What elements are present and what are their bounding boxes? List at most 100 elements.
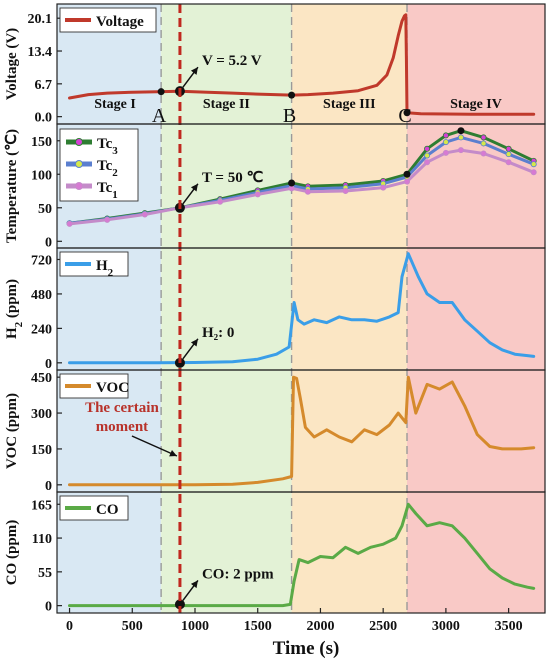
series-marker-tc2: [442, 139, 449, 146]
y-axis-label: VOC (ppm): [4, 393, 20, 469]
series-marker-tc1: [288, 185, 295, 192]
stage-band: [161, 4, 292, 613]
legend-h2: H2: [59, 251, 129, 279]
series-marker-tc1: [66, 220, 73, 227]
y-tick-label: 6.7: [35, 78, 53, 93]
annotation-arrowhead: [190, 67, 198, 75]
legend-swatch-marker: [75, 182, 83, 190]
highlight-marker: [403, 170, 411, 178]
x-tick-label: 3000: [432, 619, 460, 634]
y-tick-label: 150: [31, 443, 52, 458]
x-tick-label: 1000: [181, 619, 209, 634]
y-tick-label: 110: [32, 532, 52, 547]
x-tick-label: 3500: [495, 619, 523, 634]
annotation-certain-moment: The certain: [85, 400, 159, 416]
y-tick-label: 0: [45, 600, 52, 615]
stage-label: Stage III: [323, 97, 376, 112]
series-marker-tc2: [480, 140, 487, 147]
legend-label-sub: 3: [112, 145, 118, 157]
series-marker-tc1: [442, 149, 449, 156]
legend-swatch-marker: [75, 160, 83, 168]
legend-label-sub: 2: [112, 167, 118, 179]
point-label: A: [152, 105, 167, 127]
highlight-marker: [157, 88, 165, 96]
annotation-arrowhead: [169, 449, 177, 457]
legend-label: Tc2: [97, 158, 118, 179]
y-tick-label: 50: [38, 202, 52, 217]
y-axis-label-unit: (ppm): [4, 279, 20, 322]
series-marker-tc1: [404, 178, 411, 185]
y-axis-label: H2 (ppm): [4, 279, 25, 339]
annotation-label: V = 5.2 V: [202, 53, 262, 69]
legend-label-main: Tc: [97, 136, 113, 152]
x-tick-label: 2500: [369, 619, 397, 634]
y-tick-label: 0: [45, 235, 52, 250]
series-marker-tc1: [342, 188, 349, 195]
y-tick-label: 720: [31, 253, 52, 268]
legend-voc: VOC: [59, 373, 129, 399]
y-tick-label: 0.0: [35, 111, 53, 126]
x-tick-label: 2000: [306, 619, 334, 634]
stage-band: [407, 4, 545, 613]
y-tick-label: 0: [45, 357, 52, 372]
data-series: [66, 13, 537, 608]
x-axis-label: Time (s): [273, 638, 340, 659]
series-marker-tc1: [141, 211, 148, 218]
y-tick-label: 300: [31, 407, 52, 422]
annotation-arrowhead: [190, 183, 198, 192]
series-line-voltage: [68, 13, 536, 116]
series-marker-tc1: [457, 147, 464, 154]
series-marker-tc1: [480, 150, 487, 157]
point-label: C: [398, 105, 411, 127]
legend-label: H2: [96, 258, 114, 279]
series-marker-tc1: [424, 159, 431, 166]
series-marker-tc2: [424, 152, 431, 159]
stage-band: [291, 4, 408, 613]
y-axis-label: CO (ppm): [4, 520, 20, 585]
legend-label: VOC: [96, 380, 129, 396]
legend-voltage: Voltage: [59, 7, 157, 33]
stage-label: Stage IV: [450, 97, 502, 112]
y-axis-label: Voltage (V): [4, 28, 20, 100]
annotation-arrowhead: [190, 580, 198, 589]
annotation-arrowhead: [190, 338, 198, 347]
annotations: V = 5.2 V Stage I Stage II Stage III Stage I…: [85, 53, 502, 601]
legend-label-main: Tc: [97, 158, 113, 174]
y-tick-label: 20.1: [28, 12, 53, 27]
series-marker-tc1: [217, 198, 224, 205]
series-marker-tc1: [254, 191, 261, 198]
stage-label: Stage I: [94, 97, 136, 112]
legend-label: Voltage: [96, 14, 144, 30]
y-tick-label: 55: [38, 566, 52, 581]
legend-box: [59, 495, 129, 521]
series-line-co: [68, 502, 536, 608]
y-axis-label-sub: 2: [13, 321, 25, 327]
y-axis-label-main: H: [4, 327, 20, 339]
series-marker-tc1: [380, 184, 387, 191]
legend-label: Tc1: [97, 180, 118, 201]
series-marker-tc2: [530, 161, 537, 168]
y-tick-label: 0: [45, 479, 52, 494]
annotation-certain-moment: moment: [96, 419, 149, 435]
y-tick-label: 165: [31, 498, 52, 513]
highlight-marker: [288, 179, 296, 187]
point-label: B: [283, 105, 296, 127]
annotation-arrow: [131, 435, 178, 457]
x-tick-label: 500: [122, 619, 143, 634]
y-tick-label: 450: [31, 371, 52, 386]
series-marker-tc3: [505, 145, 512, 152]
legend-co: CO: [59, 495, 129, 521]
series-marker-tc3: [480, 134, 487, 141]
annotation-label: T = 50 ℃: [202, 170, 264, 186]
data-markers: [157, 4, 465, 613]
y-tick-label: 100: [31, 168, 52, 183]
x-tick-label: 0: [66, 619, 73, 634]
panel-frames: [56, 3, 546, 614]
y-tick-label: 150: [31, 135, 52, 150]
y-tick-label: 480: [31, 288, 52, 303]
y-axis-label: Temperature (℃): [4, 129, 20, 243]
highlight-marker: [288, 91, 296, 99]
series-marker-tc1: [530, 169, 537, 176]
